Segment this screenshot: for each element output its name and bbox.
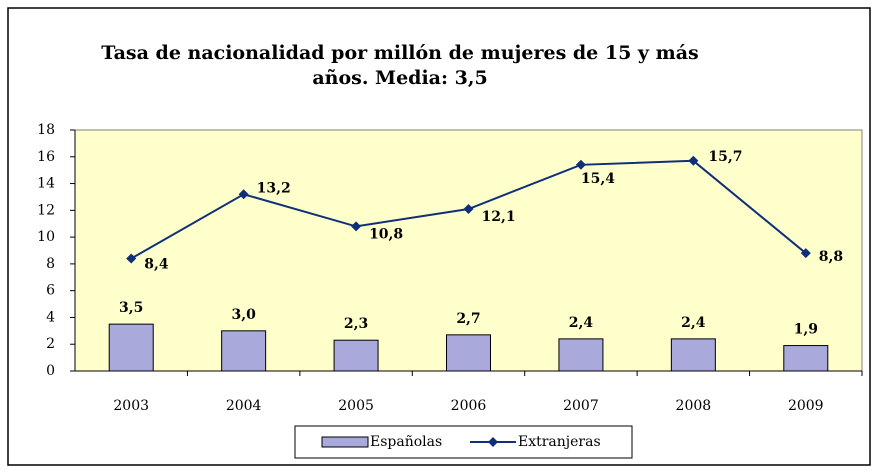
x-tick-label: 2006 bbox=[451, 398, 487, 414]
marker bbox=[800, 248, 811, 259]
data-label: 3,5 bbox=[119, 300, 143, 316]
bar bbox=[558, 338, 604, 372]
data-label: 10,8 bbox=[369, 226, 403, 242]
y-tick-label: 14 bbox=[37, 176, 55, 192]
marker bbox=[575, 159, 586, 170]
data-label: 8,4 bbox=[144, 257, 169, 273]
bar bbox=[333, 339, 379, 372]
data-label: 8,8 bbox=[819, 249, 843, 265]
data-label: 15,4 bbox=[581, 171, 615, 187]
x-tick-label: 2004 bbox=[226, 398, 262, 414]
x-tick-label: 2003 bbox=[113, 398, 149, 414]
chart-title: Tasa de nacionalidad por millón de mujer… bbox=[101, 42, 698, 64]
plot-area bbox=[74, 129, 863, 372]
marker bbox=[688, 155, 699, 166]
y-tick-label: 10 bbox=[37, 229, 55, 245]
y-tick-label: 18 bbox=[37, 122, 55, 138]
data-label: 2,3 bbox=[344, 316, 368, 332]
bar bbox=[783, 345, 829, 372]
data-label: 12,1 bbox=[482, 209, 516, 225]
marker bbox=[126, 253, 137, 264]
y-tick-label: 0 bbox=[46, 363, 55, 379]
x-tick-label: 2008 bbox=[676, 398, 712, 414]
bar bbox=[446, 334, 491, 372]
x-tick-label: 2005 bbox=[338, 398, 374, 414]
marker bbox=[351, 221, 362, 232]
y-tick-label: 12 bbox=[37, 202, 55, 218]
data-label: 2,4 bbox=[681, 315, 706, 331]
bar bbox=[670, 338, 716, 372]
legend-swatch bbox=[321, 436, 369, 448]
legend-label: Españolas bbox=[370, 434, 442, 450]
data-label: 2,4 bbox=[569, 315, 594, 331]
legend-marker bbox=[488, 437, 498, 447]
legend-label: Extranjeras bbox=[518, 434, 601, 450]
bar bbox=[221, 330, 267, 372]
data-label: 2,7 bbox=[456, 311, 480, 327]
marker bbox=[238, 189, 249, 200]
data-label: 3,0 bbox=[231, 307, 256, 323]
x-tick-label: 2009 bbox=[788, 398, 824, 414]
y-tick-label: 2 bbox=[46, 336, 55, 352]
y-tick-label: 4 bbox=[46, 309, 55, 325]
y-tick-label: 6 bbox=[46, 283, 55, 299]
marker bbox=[463, 203, 474, 214]
data-label: 13,2 bbox=[257, 180, 291, 196]
chart-title: años. Media: 3,5 bbox=[312, 67, 487, 89]
data-label: 15,7 bbox=[708, 149, 742, 165]
x-tick-label: 2007 bbox=[563, 398, 599, 414]
data-label: 1,9 bbox=[794, 322, 818, 338]
y-tick-label: 8 bbox=[46, 256, 55, 272]
bar bbox=[108, 323, 154, 372]
y-tick-label: 16 bbox=[37, 149, 55, 165]
